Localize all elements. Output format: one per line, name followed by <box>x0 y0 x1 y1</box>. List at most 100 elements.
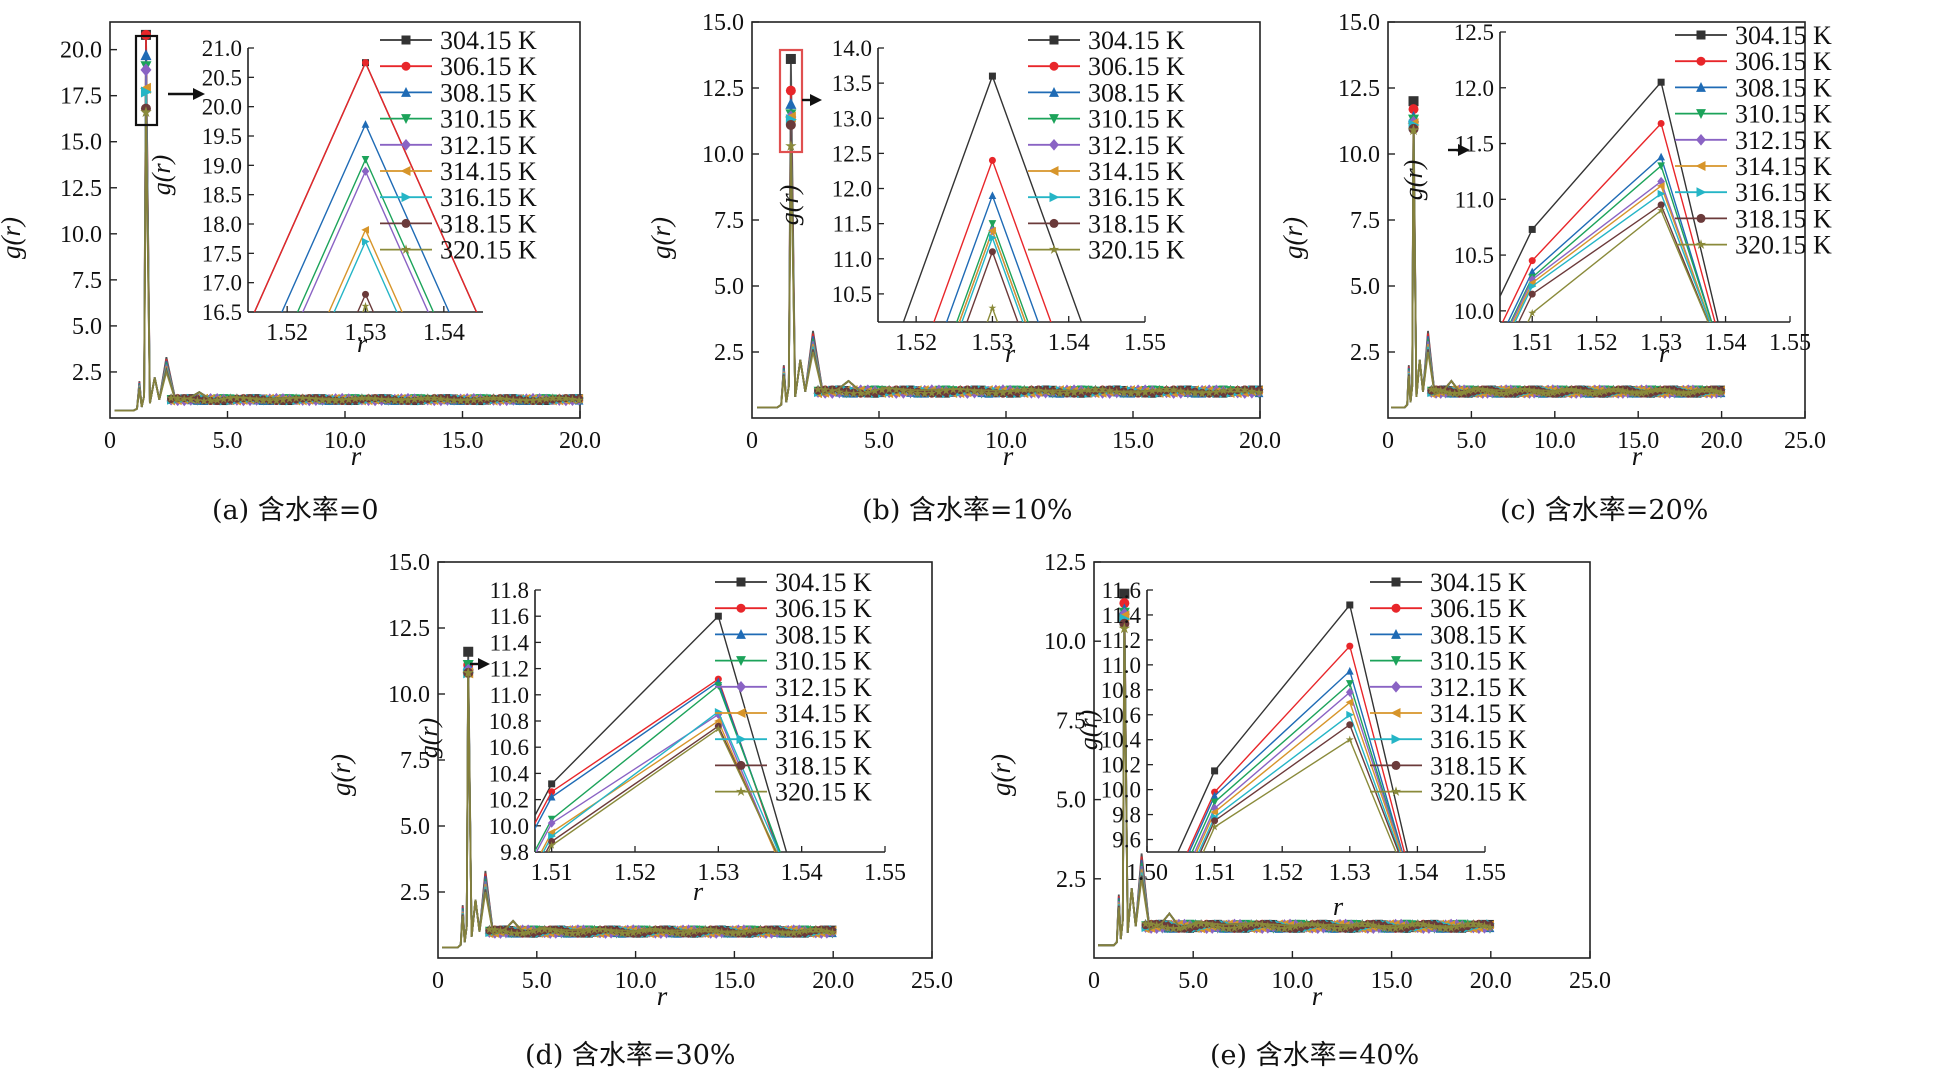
series-point <box>934 387 944 396</box>
legend-label: 310.15 K <box>1430 647 1527 676</box>
series-point <box>1179 922 1189 932</box>
inset-x-tick-label: 1.52 <box>266 320 308 346</box>
series-point <box>1407 919 1417 929</box>
inset-series-line <box>1514 192 1711 322</box>
series-point <box>991 388 1001 398</box>
inset-x-tick-label: 1.51 <box>1194 860 1236 886</box>
inset-series-line <box>535 713 777 852</box>
y-tick-label: 12.5 <box>1338 76 1380 102</box>
legend-marker <box>736 629 746 639</box>
series-point <box>1379 923 1389 933</box>
inset-x-tick-label: 1.50 <box>1126 860 1168 886</box>
series-point <box>1185 920 1195 930</box>
legend-label: 320.15 K <box>775 778 872 807</box>
series-point <box>877 385 887 394</box>
series-point <box>383 395 393 405</box>
series-point <box>898 386 908 395</box>
x-tick-label: 0 <box>1382 428 1394 454</box>
series-point <box>429 393 439 403</box>
x-axis-label: r <box>657 981 668 1011</box>
inset-series-point <box>1657 78 1665 86</box>
inset-series-point <box>988 226 996 235</box>
series-point <box>1552 386 1562 396</box>
series-point <box>1296 920 1306 929</box>
y-tick-label: 12.5 <box>702 76 744 102</box>
series-point <box>206 396 216 405</box>
series-point <box>1413 919 1423 928</box>
series-point <box>1098 384 1108 394</box>
series-point <box>1510 385 1520 395</box>
series-point <box>1241 920 1251 930</box>
inset-series-point <box>548 788 556 796</box>
inset-background <box>248 48 483 312</box>
legend-marker <box>1390 786 1402 796</box>
legend-marker <box>1391 629 1401 639</box>
inset-series-point <box>1656 182 1665 190</box>
series-point <box>1069 387 1079 397</box>
inset-y-tick-label: 11.0 <box>490 683 529 708</box>
series-point <box>1233 384 1243 394</box>
x-tick-label: 15.0 <box>442 428 484 454</box>
legend-label: 318.15 K <box>1088 209 1185 238</box>
series-point <box>1571 385 1581 395</box>
y-tick-label: 15.0 <box>388 550 430 576</box>
y-tick-label: 2.5 <box>1350 340 1380 366</box>
series-point <box>728 928 738 938</box>
series-point <box>789 928 799 938</box>
y-tick-label: 15.0 <box>60 130 102 156</box>
peak-point <box>462 666 474 678</box>
series-point <box>1548 388 1558 397</box>
x-tick-label: 0 <box>432 968 444 994</box>
series-point <box>403 395 413 405</box>
legend-label: 320.15 K <box>1735 231 1832 260</box>
series-point <box>706 924 716 934</box>
series-point <box>1402 920 1412 930</box>
series-point <box>1062 388 1072 398</box>
inset-y-tick-label: 11.6 <box>1102 578 1141 603</box>
series-point <box>1235 922 1245 931</box>
series-point <box>1048 388 1058 397</box>
series-point <box>1196 919 1206 928</box>
series-point <box>717 927 727 936</box>
inset-plot: 1.50 1.51 1.52 1.53 1.54 1.559.69.810.010.210… <box>1074 578 1506 921</box>
series-point <box>1576 386 1586 396</box>
series-point <box>502 394 512 403</box>
inset-series-point <box>1345 698 1354 707</box>
series-point <box>711 925 721 935</box>
series-point <box>1632 388 1642 398</box>
inset-y-tick-label: 11.5 <box>833 212 872 237</box>
legend-label: 320.15 K <box>1088 236 1185 265</box>
inset-plot: 1.52 1.53 1.54 16.5 17.0 17.5 18.0 18.5 19.0 19.5… <box>147 36 483 358</box>
inset-series-line <box>540 719 776 852</box>
inset-y-tick-label: 10.6 <box>489 735 529 760</box>
series-point <box>1285 923 1295 932</box>
legend-marker <box>736 656 746 666</box>
inset-y-tick-label: 17.0 <box>202 271 242 296</box>
inset-background <box>535 590 885 852</box>
x-axis-label: r <box>1312 981 1323 1011</box>
series-point <box>700 924 710 934</box>
series-point <box>1174 923 1184 933</box>
y-tick-label: 5.0 <box>1350 274 1380 300</box>
series-point <box>1538 388 1548 398</box>
series-point <box>1257 919 1267 929</box>
series-point <box>515 396 525 405</box>
series-point <box>1119 388 1129 397</box>
series-point <box>834 387 844 396</box>
x-tick-label: 20.0 <box>812 968 854 994</box>
series-point <box>1147 386 1157 395</box>
series-point <box>512 928 522 938</box>
inset-x-tick-label: 1.55 <box>1464 860 1506 886</box>
legend-label: 308.15 K <box>1088 78 1185 107</box>
series-point <box>1033 385 1044 395</box>
inset-series-line <box>545 725 777 852</box>
series-point <box>298 393 308 402</box>
x-tick-label: 10.0 <box>1534 428 1576 454</box>
inset-y-axis-label: g(r) <box>1399 160 1428 200</box>
series-point <box>1562 384 1572 394</box>
series-point <box>535 395 545 404</box>
series-point <box>1599 386 1609 396</box>
series-point <box>941 385 951 395</box>
series-point <box>271 395 281 405</box>
x-tick-label: 0 <box>746 428 758 454</box>
